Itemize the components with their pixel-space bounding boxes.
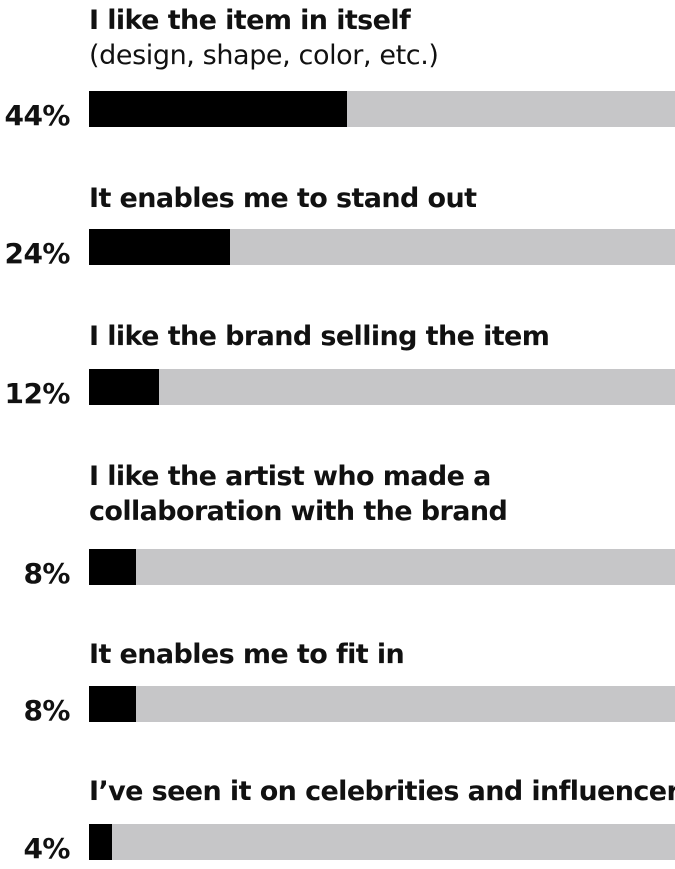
bar-track xyxy=(89,824,675,860)
bar-category-label: I like the artist who made a collaboratio… xyxy=(89,459,675,529)
category-label-line: I like the item in itself xyxy=(89,5,411,36)
category-sublabel: (design, shape, color, etc.) xyxy=(89,40,439,71)
bar-track xyxy=(89,686,675,722)
bar-category-label: It enables me to fit in xyxy=(89,637,675,672)
bar-value-label: 8% xyxy=(23,694,70,727)
bar-value-label: 44% xyxy=(4,99,70,132)
bar-category-label: It enables me to stand out xyxy=(89,181,675,216)
bar-track xyxy=(89,91,675,127)
category-label-line: I like the brand selling the item xyxy=(89,321,550,352)
bar-track xyxy=(89,549,675,585)
bar-fill xyxy=(89,369,159,405)
category-label-line: I like the artist who made a xyxy=(89,461,491,492)
bar-value-label: 8% xyxy=(23,557,70,590)
bar-fill xyxy=(89,824,112,860)
category-label-line: It enables me to stand out xyxy=(89,183,477,214)
bar-fill xyxy=(89,229,230,265)
bar-value-label: 24% xyxy=(4,237,70,270)
bar-fill xyxy=(89,91,347,127)
bar-category-label: I’ve seen it on celebrities and influenc… xyxy=(89,774,675,809)
bar-value-label: 12% xyxy=(4,377,70,410)
category-label-line: I’ve seen it on celebrities and influenc… xyxy=(89,776,675,807)
bar-value-label: 4% xyxy=(23,832,70,865)
bar-category-label: I like the brand selling the item xyxy=(89,319,675,354)
category-label-line: It enables me to fit in xyxy=(89,639,405,670)
bar-track xyxy=(89,369,675,405)
bar-fill xyxy=(89,549,136,585)
category-label-line: collaboration with the brand xyxy=(89,496,508,527)
bar-fill xyxy=(89,686,136,722)
bar-category-label: I like the item in itself (design, shape,… xyxy=(89,3,675,73)
bar-track xyxy=(89,229,675,265)
